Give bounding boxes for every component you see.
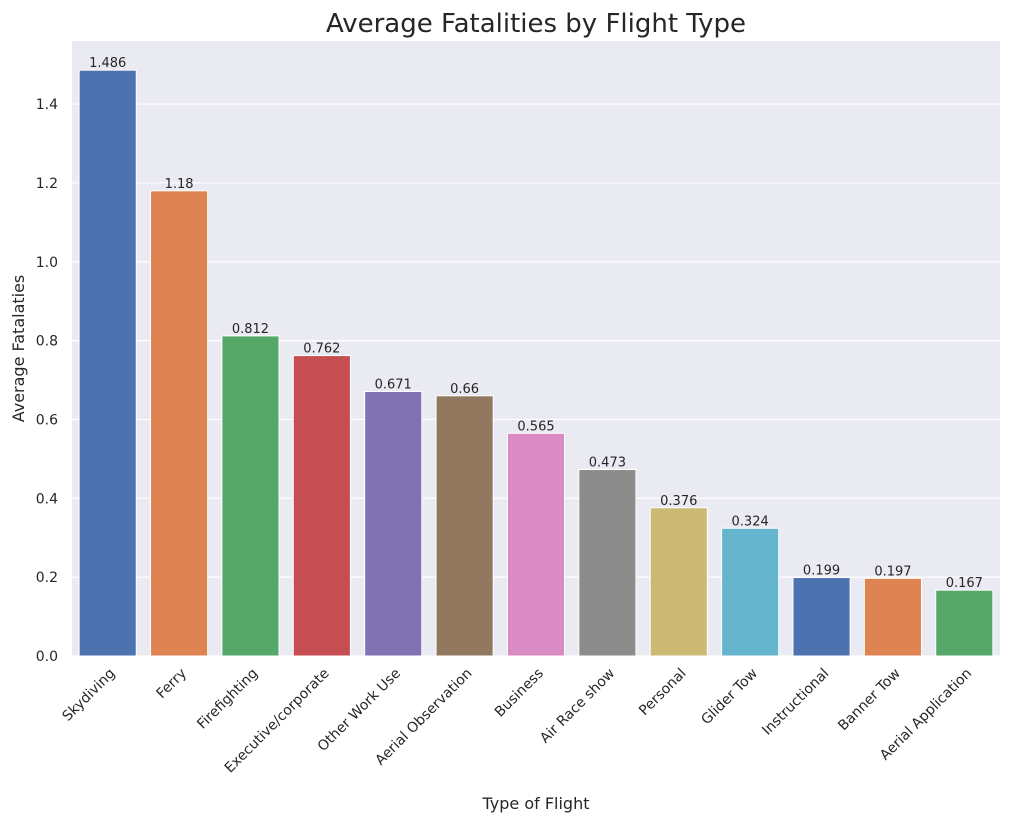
chart-title: Average Fatalities by Flight Type [326, 9, 746, 39]
y-tick-label: 1.0 [36, 255, 58, 271]
y-axis-ticks: 0.0 0.2 0.4 0.6 0.8 1.0 1.2 1.4 [36, 97, 58, 665]
y-tick-label: 1.2 [36, 176, 58, 192]
bar [792, 577, 851, 657]
bar [364, 390, 423, 657]
bar-value-label: 0.812 [232, 322, 269, 337]
bar [935, 589, 994, 657]
bar [292, 355, 351, 657]
x-tick-label: Business [492, 666, 547, 721]
bars [78, 69, 994, 657]
bar [435, 395, 494, 657]
x-tick-label: Glider Tow [698, 666, 761, 729]
x-tick-label: Personal [636, 666, 689, 719]
y-tick-label: 0.6 [36, 412, 58, 428]
x-tick-label: Instructional [759, 666, 832, 739]
x-tick-label: Banner Tow [835, 666, 904, 735]
y-tick-label: 0.8 [36, 334, 58, 350]
bar [150, 190, 209, 657]
bar-value-label: 0.199 [803, 564, 840, 579]
bar [506, 432, 566, 657]
x-tick-label: Air Race show [537, 666, 618, 747]
y-tick-label: 1.4 [36, 97, 58, 113]
bar-value-label: 1.18 [165, 177, 194, 192]
y-tick-label: 0.2 [36, 570, 58, 586]
bar-value-label: 0.324 [732, 514, 769, 529]
bar-value-label: 0.167 [946, 576, 983, 591]
x-axis-ticks: Skydiving Ferry FirefightingExecutive/corp… [59, 666, 975, 777]
bar-value-label: 0.565 [517, 419, 554, 434]
bar-value-label: 0.671 [375, 377, 412, 392]
y-tick-label: 0.4 [36, 491, 58, 507]
x-tick-label: Ferry [154, 666, 190, 702]
bar-value-label: 0.197 [874, 564, 911, 579]
x-tick-label: Firefighting [194, 666, 261, 733]
bar [578, 469, 637, 657]
bar [78, 69, 137, 657]
y-tick-label: 0.0 [36, 649, 58, 665]
bar-value-labels: 1.486 1.18 0.812 0.762 0.671 0.66 0.565 0.473 0.… [89, 56, 983, 591]
x-tick-label: Skydiving [59, 666, 118, 725]
x-axis-title: Type of Flight [481, 794, 589, 813]
bar-value-label: 0.473 [589, 456, 626, 471]
bar-value-label: 0.762 [303, 342, 340, 357]
bar-value-label: 0.66 [450, 382, 479, 397]
bar-value-label: 0.376 [660, 494, 697, 509]
bar [221, 335, 280, 657]
y-axis-title: Average Fatalaties [9, 275, 28, 423]
bar [649, 507, 708, 657]
bar [863, 577, 922, 657]
bar-value-label: 1.486 [89, 56, 126, 71]
bar [721, 527, 780, 657]
